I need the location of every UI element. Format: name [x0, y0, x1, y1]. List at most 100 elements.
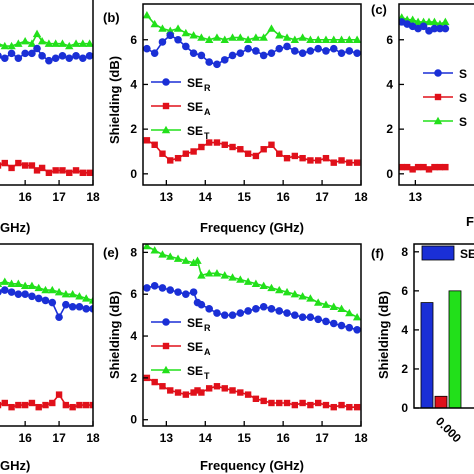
- y-tick-label: 0: [386, 167, 393, 181]
- y-tick-label: 8: [130, 245, 137, 259]
- se_a-point-e: [221, 385, 228, 392]
- se_a-point-b: [268, 141, 275, 148]
- se_a-point-e: [283, 399, 291, 407]
- se_r-point-e: [189, 288, 198, 296]
- se_t-point-b: [228, 33, 237, 41]
- se_t-point-e: [143, 244, 152, 250]
- se_a-point-b: [330, 159, 337, 166]
- legend-b: SE RSE ASE T: [151, 76, 211, 141]
- se_t-point-b: [150, 19, 159, 28]
- se_a-point-d: [89, 401, 93, 409]
- se_t-point-b: [259, 33, 268, 41]
- se_r-point-e: [143, 284, 151, 292]
- se_r-point-c: [441, 24, 450, 33]
- se_r-point-e: [182, 290, 190, 299]
- se_a-point-d: [62, 401, 70, 409]
- se_t-point-b: [345, 35, 354, 43]
- se_t-point-d: [20, 281, 30, 290]
- se_a-point-b: [237, 146, 244, 153]
- y-tick-label: 8: [401, 245, 408, 259]
- bar-bar_red: [434, 395, 448, 409]
- se_t-point-e: [243, 277, 253, 285]
- se_r-point-e: [314, 315, 322, 324]
- se_a-point-a: [45, 169, 53, 177]
- se_t-point-e: [158, 250, 167, 258]
- se_a-point-a: [1, 159, 8, 167]
- se_r-point-e: [220, 311, 229, 319]
- se_a-point-e: [291, 401, 299, 409]
- se_a-point-b: [260, 146, 267, 153]
- se_a-point-e: [237, 389, 244, 396]
- se_t-point-e: [236, 275, 245, 283]
- se_r-point-b: [174, 35, 182, 44]
- se_r-point-a: [33, 44, 41, 53]
- se_a-point-e: [194, 387, 201, 394]
- se_r-point-b: [143, 44, 151, 53]
- legend-label-se_t: SE: [187, 364, 203, 378]
- se_a-point-e: [198, 389, 205, 396]
- se_a-point-e: [229, 387, 236, 394]
- se_t-point-e: [259, 281, 268, 290]
- legend-sub-se_t: T: [204, 131, 210, 141]
- se_t-point-e: [189, 258, 198, 267]
- se_t-point-d: [0, 283, 3, 287]
- se_a-point-b: [198, 143, 205, 151]
- x-tick-label: 17: [315, 190, 329, 204]
- se_a-point-a: [79, 169, 87, 177]
- legend-marker-se_t: [433, 116, 443, 125]
- se_t-point-d: [48, 285, 57, 294]
- se_r-point-d: [21, 290, 29, 299]
- se_r-point-b: [306, 47, 315, 55]
- se_t-point-a: [51, 39, 60, 47]
- se_t-point-b: [329, 35, 338, 43]
- legend-marker-se_t: [161, 125, 171, 134]
- se_a-point-e: [307, 401, 314, 409]
- se_r-point-e: [283, 309, 291, 317]
- se_a-point-e: [260, 397, 267, 405]
- se_r-point-e: [174, 288, 182, 296]
- se_t-point-b: [204, 35, 214, 43]
- y-ticks-e: 0 2 4 6 8: [130, 245, 148, 427]
- se_r-point-d: [89, 305, 93, 313]
- se_t-point-e: [321, 300, 331, 308]
- se_r-point-b: [314, 44, 322, 53]
- se_a-point-b: [244, 150, 252, 157]
- se_r-point-e: [337, 321, 346, 330]
- se_a-point-b: [346, 159, 353, 166]
- se_t-point-e: [150, 246, 159, 254]
- se_r-point-d: [41, 296, 50, 305]
- x-tick-label: 15: [238, 431, 252, 445]
- panel-label-b: (b): [103, 10, 120, 25]
- panel-d: 16 17 18 GHz): [0, 243, 100, 473]
- se_t-point-c: [424, 17, 434, 26]
- se_r-point-d: [55, 313, 63, 322]
- se_t-point-e: [352, 313, 361, 321]
- se_r-point-d: [28, 292, 36, 301]
- y-axis-label-b: Shielding (dB): [107, 56, 122, 144]
- legend-swatch-f: [421, 245, 455, 261]
- se_r-point-b: [189, 49, 198, 57]
- se_t-point-e: [228, 273, 237, 281]
- panel-b: (b) 0 2 4 6 13 14 15 16 17 18 Frequency (GHz) Sh…: [103, 3, 368, 235]
- se_a-point-b: [299, 154, 306, 162]
- se_a-point-e: [159, 383, 166, 390]
- frame-f: [413, 243, 474, 409]
- plot-area-f: [420, 290, 462, 409]
- legend-sub-se_r: R: [204, 83, 211, 93]
- se_a-point-c: [436, 163, 444, 171]
- se_a-point-e: [167, 387, 174, 394]
- se_t-point-d: [0, 277, 9, 285]
- se_r-point-a: [65, 54, 74, 63]
- y-tick-label: 6: [401, 284, 408, 298]
- panel-e: (e) 0 2 4 6 8 13 14 15 16 17 18 Frequency (GHz) S…: [103, 243, 368, 473]
- se_a-point-b: [143, 137, 151, 144]
- se_a-point-b: [205, 139, 213, 146]
- se_t-point-b: [306, 35, 315, 43]
- legend-c: SSS: [423, 67, 467, 129]
- se_a-point-c: [403, 163, 411, 171]
- legend-label-se_r: SE: [187, 316, 203, 330]
- se_r-point-b: [197, 51, 206, 60]
- se_t-point-b: [212, 33, 222, 41]
- se_a-point-e: [338, 401, 345, 409]
- frame-b: [142, 3, 362, 186]
